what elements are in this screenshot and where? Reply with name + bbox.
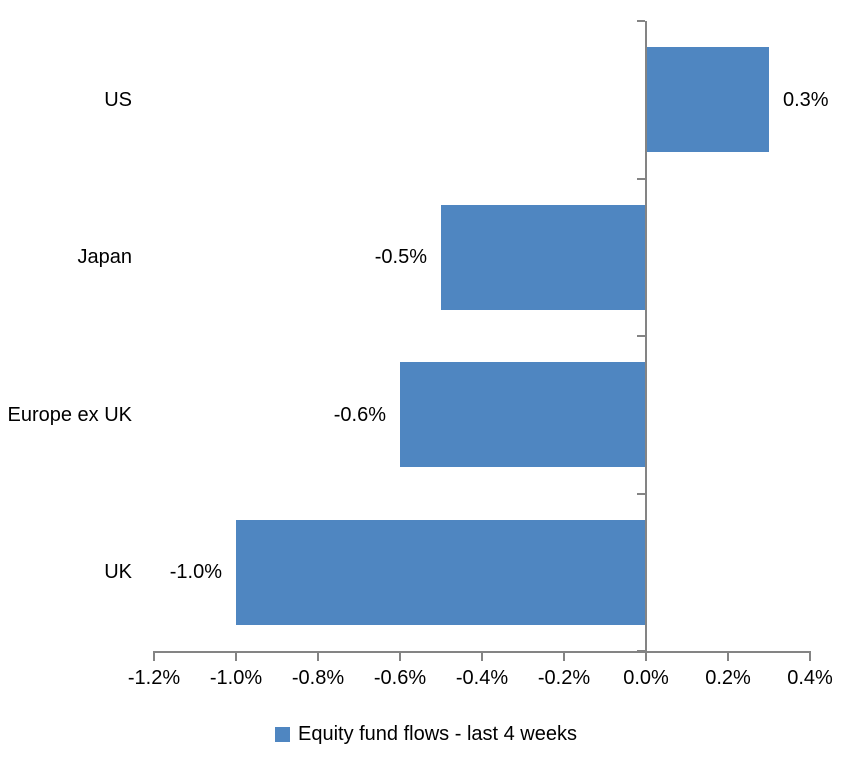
- x-axis-tick-label: 0.0%: [623, 667, 669, 689]
- bar-europe-ex-uk: [400, 362, 646, 468]
- y-axis-tick: [637, 335, 645, 337]
- x-axis-tick-label: -0.8%: [291, 667, 345, 689]
- category-label: US: [104, 88, 132, 111]
- x-axis-tick-label: -0.4%: [455, 667, 509, 689]
- x-axis-tick: [317, 651, 319, 661]
- x-axis-tick: [153, 651, 155, 661]
- legend-label: Equity fund flows - last 4 weeks: [297, 722, 577, 745]
- data-label: 0.3%: [783, 88, 829, 111]
- x-axis-tick: [235, 651, 237, 661]
- bar-us: [646, 47, 769, 153]
- data-label: -0.6%: [333, 403, 386, 426]
- x-axis-tick: [645, 651, 647, 661]
- y-axis-line: [645, 21, 647, 653]
- data-label: -0.5%: [374, 246, 427, 269]
- x-axis-tick: [399, 651, 401, 661]
- category-label: UK: [104, 561, 132, 584]
- x-axis-tick: [727, 651, 729, 661]
- data-label: -1.0%: [169, 561, 222, 584]
- x-axis-tick-label: 0.4%: [787, 667, 833, 689]
- x-axis-tick-label: -1.0%: [209, 667, 263, 689]
- bar-japan: [441, 204, 646, 310]
- category-label: Japan: [77, 246, 133, 269]
- x-axis-tick-label: -0.2%: [537, 667, 591, 689]
- chart-legend: Equity fund flows - last 4 weeks: [0, 719, 852, 749]
- x-axis-tick: [563, 651, 565, 661]
- y-axis-tick: [637, 20, 645, 22]
- x-axis-tick: [809, 651, 811, 661]
- category-label: Europe ex UK: [7, 403, 132, 426]
- bar-uk: [236, 519, 646, 625]
- legend-swatch-icon: [274, 726, 290, 742]
- y-axis-tick: [637, 492, 645, 495]
- y-axis-tick: [637, 177, 645, 180]
- x-axis-tick-label: -1.2%: [127, 667, 181, 689]
- x-axis-tick-label: 0.2%: [705, 667, 751, 689]
- x-axis-tick-label: -0.6%: [373, 667, 427, 689]
- x-axis-tick: [481, 651, 483, 661]
